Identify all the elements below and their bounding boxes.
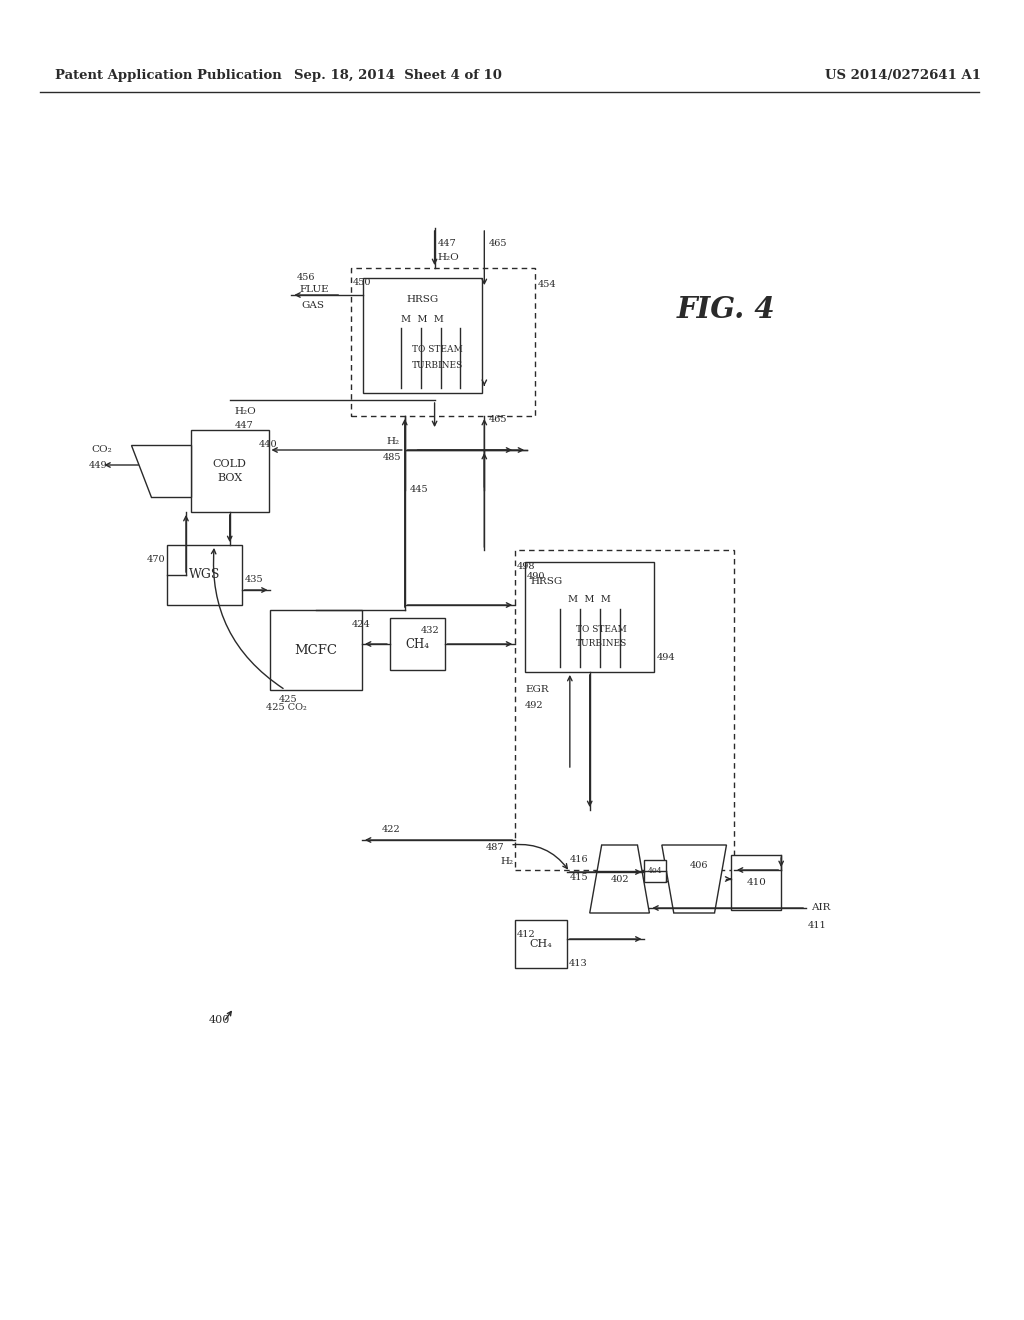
Text: 465: 465 [488,239,507,248]
Text: FLUE: FLUE [299,285,329,294]
Text: 454: 454 [538,280,557,289]
Text: GAS: GAS [301,301,325,309]
Text: 465: 465 [488,416,507,425]
Text: 413: 413 [569,958,588,968]
Text: 406: 406 [690,861,709,870]
Text: M  M  M: M M M [401,315,444,325]
Bar [525,562,654,672]
Text: 447: 447 [234,421,254,430]
Text: 440: 440 [259,440,278,449]
Text: M  M  M: M M M [568,595,611,605]
Text: H₂: H₂ [501,858,513,866]
Text: AIR: AIR [811,903,830,912]
Text: 435: 435 [245,576,263,585]
Text: H₂O: H₂O [437,253,460,263]
Text: Patent Application Publication: Patent Application Publication [54,69,282,82]
Text: COLD
BOX: COLD BOX [213,459,247,483]
Text: 447: 447 [437,239,457,248]
Text: CH₄: CH₄ [529,939,552,949]
Bar [731,855,781,909]
Text: 422: 422 [382,825,400,834]
Text: TO STEAM: TO STEAM [413,346,463,355]
Text: 425: 425 [279,696,297,704]
Bar [644,861,667,882]
Bar [167,545,242,605]
Bar [362,279,482,393]
Text: 416: 416 [569,854,589,863]
Text: 487: 487 [485,842,504,851]
Text: TO STEAM: TO STEAM [577,624,627,634]
Bar [270,610,362,690]
Polygon shape [131,445,190,498]
Text: Sep. 18, 2014  Sheet 4 of 10: Sep. 18, 2014 Sheet 4 of 10 [294,69,502,82]
Text: 425 CO₂: 425 CO₂ [265,704,306,713]
Bar [515,920,567,968]
Text: H₂O: H₂O [234,408,256,417]
Text: 450: 450 [353,279,372,286]
Text: 449: 449 [88,461,108,470]
Text: 404: 404 [648,867,663,875]
Bar [351,268,535,416]
Text: 492: 492 [525,701,544,710]
Text: TURBINES: TURBINES [577,639,628,648]
Text: H₂: H₂ [387,437,400,446]
Text: 456: 456 [296,272,314,281]
Text: 470: 470 [146,554,165,564]
Bar [515,550,734,870]
Text: TURBINES: TURBINES [412,360,463,370]
Text: HRSG: HRSG [407,296,438,305]
Text: 424: 424 [352,620,371,630]
Text: 415: 415 [569,873,589,882]
Text: 494: 494 [656,652,675,661]
Text: 432: 432 [421,626,439,635]
Text: 498: 498 [517,562,536,572]
Text: WGS: WGS [188,569,220,582]
Bar [190,430,268,512]
Text: 412: 412 [517,931,536,939]
Text: 445: 445 [410,486,428,495]
Text: 411: 411 [808,920,826,929]
Text: US 2014/0272641 A1: US 2014/0272641 A1 [825,69,981,82]
Text: CH₄: CH₄ [406,638,429,651]
Bar [390,618,444,671]
Text: 490: 490 [527,572,546,581]
Text: EGR: EGR [525,685,549,694]
Text: 400: 400 [209,1015,230,1026]
Text: HRSG: HRSG [530,578,562,586]
Text: CO₂: CO₂ [91,446,113,454]
Text: 485: 485 [383,453,401,462]
Text: FIG. 4: FIG. 4 [676,296,775,325]
Polygon shape [590,845,649,913]
Text: MCFC: MCFC [295,644,338,656]
Polygon shape [662,845,726,913]
Text: 402: 402 [610,874,629,883]
Text: 410: 410 [746,878,766,887]
